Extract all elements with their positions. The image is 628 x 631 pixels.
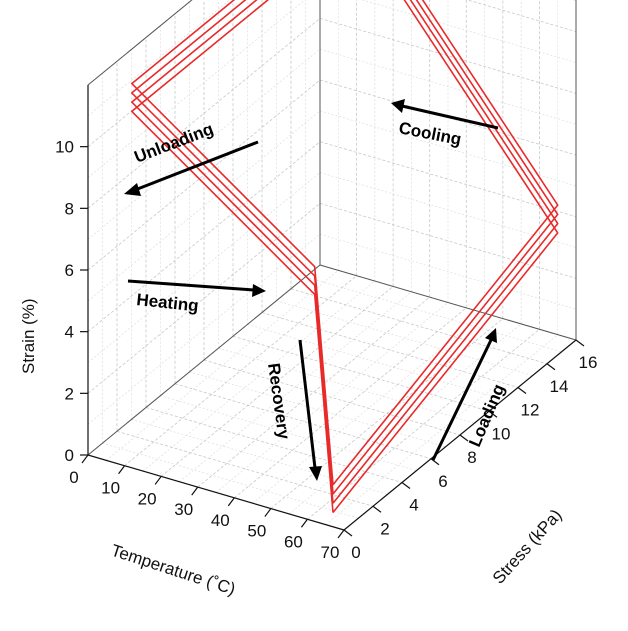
temperature-tick-label: 70	[321, 543, 340, 562]
floor-grid-line	[203, 359, 461, 436]
axes-layer: 0 2 4 6 8 10 0 10 20 30 40 50 60 70 0 2 4 6 8 10 12 14 16	[55, 0, 597, 562]
back-wall-grid-line	[319, 17, 577, 94]
temperature-tick	[337, 529, 345, 539]
floor-grid-line	[160, 395, 417, 471]
temperature-tick	[81, 454, 89, 464]
annotation-heating: Heating	[136, 290, 200, 315]
temperature-tick	[191, 486, 199, 496]
strain-tick-label: 2	[65, 384, 74, 403]
floor-grid-line	[247, 324, 504, 400]
strain-tick-label: 0	[65, 446, 74, 465]
stress-tick-label: 14	[550, 377, 569, 396]
loading-arrow	[431, 339, 493, 461]
strain-tick-label: 4	[65, 323, 74, 342]
box-edge	[87, 0, 193, 86]
floor-grid-line	[131, 419, 388, 495]
temperature-tick	[154, 476, 162, 485]
cooling-arrow	[401, 104, 499, 130]
back-wall-grid-line	[319, 172, 577, 248]
side-wall-grid-line	[87, 0, 306, 178]
x-axis-title: Temperature (˚C)	[109, 541, 238, 599]
floor-grid-line	[215, 302, 449, 493]
z-axis-title: Strain (%)	[19, 298, 38, 374]
side-wall-grid-line	[87, 48, 321, 240]
stress-tick-label: 10	[492, 424, 511, 443]
grid-layer	[87, 0, 577, 531]
temperature-tick-label: 0	[69, 468, 78, 487]
cycle-loop-4	[131, 0, 559, 486]
stress-tick-label: 2	[380, 519, 389, 538]
series-layer	[131, 0, 559, 514]
back-wall-grid-line	[319, 110, 577, 187]
stress-tick	[343, 529, 353, 537]
stress-tick-label: 16	[579, 353, 598, 372]
stress-tick	[517, 387, 527, 394]
recovery-arrowhead	[309, 466, 322, 481]
stress-tick-label: 0	[351, 543, 360, 562]
stress-tick	[459, 434, 469, 442]
temperature-axis-line	[87, 454, 345, 531]
temperature-tick-label: 40	[211, 511, 230, 530]
unloading-arrowhead	[124, 183, 141, 196]
strain-tick-label: 8	[65, 199, 74, 218]
back-wall-grid-line	[319, 79, 577, 156]
stress-tick	[575, 339, 585, 347]
back-wall-grid-line	[319, 48, 577, 125]
floor-grid-line	[106, 270, 339, 461]
heating-arrowhead	[252, 284, 266, 297]
stress-tick-label: 6	[438, 472, 447, 491]
floor-grid-line	[232, 335, 490, 412]
floor-grid-line	[290, 288, 548, 365]
box-edge	[87, 264, 321, 456]
floor-grid-line	[189, 371, 446, 448]
stress-tick-label: 12	[521, 401, 540, 420]
temperature-tick-label: 30	[174, 500, 193, 519]
stress-tick-label: 4	[409, 496, 418, 515]
back-wall-grid-line	[466, 0, 577, 33]
floor-grid-line	[102, 442, 359, 519]
side-wall-grid-line	[87, 172, 321, 363]
back-wall-grid-line	[319, 202, 577, 279]
stress-tick	[372, 505, 382, 513]
strain-tick-label: 6	[65, 261, 74, 280]
stress-tick	[430, 458, 440, 466]
axis-titles: Strain (%) Temperature (˚C) Stress (kPa)	[19, 298, 566, 598]
floor-grid-line	[218, 347, 475, 424]
temperature-tick-label: 50	[247, 522, 266, 541]
loading-arrowhead	[485, 328, 497, 343]
y-axis-title: Stress (kPa)	[489, 505, 566, 587]
back-wall-grid-line	[319, 233, 577, 310]
side-wall-grid-line	[87, 233, 321, 425]
heating-arrow	[127, 279, 255, 292]
temperature-tick	[118, 465, 126, 475]
annotation-arrows	[124, 99, 499, 481]
stress-tick	[488, 410, 498, 418]
back-wall-grid-line	[361, 0, 577, 63]
temperature-tick	[300, 518, 308, 528]
recovery-arrow	[298, 339, 317, 469]
temperature-tick-label: 20	[138, 489, 157, 508]
stress-tick	[546, 363, 556, 371]
stress-tick	[401, 482, 411, 489]
box-edge	[319, 264, 577, 341]
cooling-arrowhead	[391, 99, 405, 113]
temperature-tick-label: 60	[284, 532, 303, 551]
stress-tick-label: 8	[467, 448, 476, 467]
floor-grid-line	[116, 430, 374, 507]
temperature-tick	[264, 508, 272, 517]
floor-grid-line	[305, 276, 562, 353]
back-wall-grid-line	[319, 141, 577, 218]
unloading-arrow	[134, 140, 259, 192]
side-wall-grid-line	[87, 0, 230, 117]
temperature-tick	[227, 497, 235, 507]
floor-grid-line	[174, 383, 432, 460]
side-wall-grid-line	[87, 110, 321, 302]
strain-tick-label: 10	[55, 138, 74, 157]
temperature-tick-label: 10	[101, 479, 120, 498]
